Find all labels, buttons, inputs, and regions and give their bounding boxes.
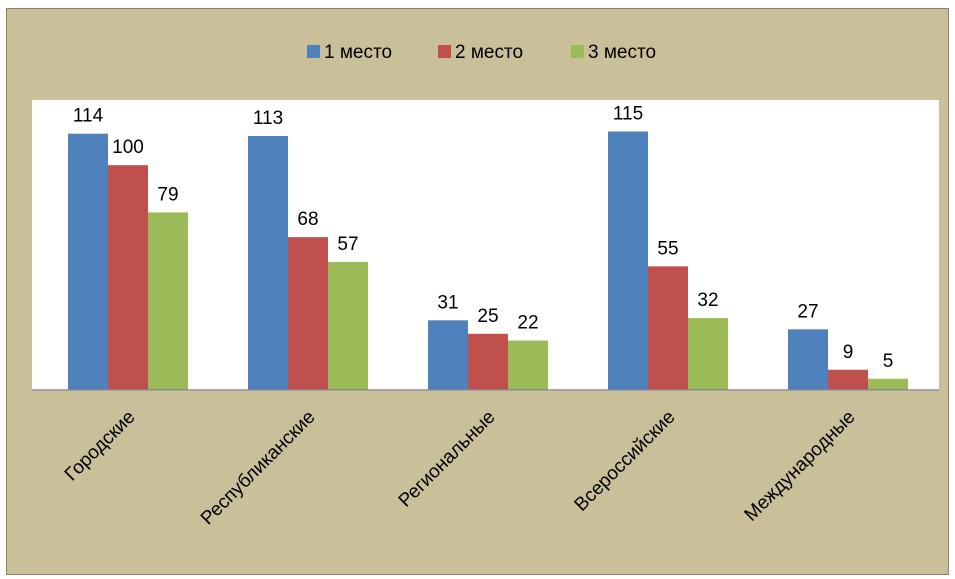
data-label-4-3: 32 <box>697 290 718 311</box>
bar-2-2 <box>288 237 328 390</box>
x-tick-label-2: Республиканские <box>197 407 320 530</box>
bar-2-3 <box>328 261 368 390</box>
x-tick-label-5: Международные <box>741 407 860 526</box>
data-label-3-2: 25 <box>477 306 498 327</box>
legend-label-2: 2 место <box>455 42 523 63</box>
data-label-2-2: 68 <box>297 209 318 230</box>
data-label-4-1: 115 <box>613 103 643 124</box>
data-label-3-3: 22 <box>517 313 538 334</box>
data-label-4-2: 55 <box>657 238 678 259</box>
data-label-5-3: 5 <box>883 351 894 372</box>
bar-5-2 <box>828 369 868 390</box>
bar-4-1 <box>608 131 648 390</box>
data-labels-group: 114 100 79 113 68 57 31 25 22 115 55 32 27 9 5 <box>73 103 893 371</box>
data-label-1-1: 114 <box>73 106 104 127</box>
legend-swatch-1 <box>307 45 320 58</box>
data-label-3-1: 31 <box>437 292 458 313</box>
bar-5-1 <box>788 329 828 390</box>
bar-1-3 <box>148 212 188 390</box>
bar-3-2 <box>468 333 508 390</box>
bar-2-1 <box>248 135 288 390</box>
data-label-1-2: 100 <box>112 137 144 158</box>
x-tick-label-1: Городские <box>61 407 140 486</box>
data-label-1-3: 79 <box>157 184 178 205</box>
legend-swatch-2 <box>438 45 451 58</box>
bar-1-1 <box>68 133 108 390</box>
data-label-5-2: 9 <box>843 342 854 363</box>
legend-label-1: 1 место <box>324 42 392 63</box>
bar-5-3 <box>868 378 908 390</box>
bar-4-3 <box>688 318 728 390</box>
data-label-2-3: 57 <box>337 234 358 255</box>
x-tick-labels-group: Городские Республиканские Региональные Всер… <box>61 407 860 530</box>
data-label-2-1: 113 <box>253 108 283 129</box>
bar-3-1 <box>428 320 468 390</box>
bar-series-group <box>68 131 908 390</box>
bar-1-2 <box>108 165 148 390</box>
x-tick-label-4: Всероссийские <box>571 407 680 516</box>
legend-swatch-3 <box>571 45 584 58</box>
bar-3-3 <box>508 340 548 390</box>
chart-legend: 1 место 2 место 3 место <box>307 42 656 63</box>
x-tick-label-3: Региональные <box>395 407 500 512</box>
legend-label-3: 3 место <box>588 42 656 63</box>
data-label-5-1: 27 <box>797 301 818 322</box>
bar-4-2 <box>648 266 688 390</box>
